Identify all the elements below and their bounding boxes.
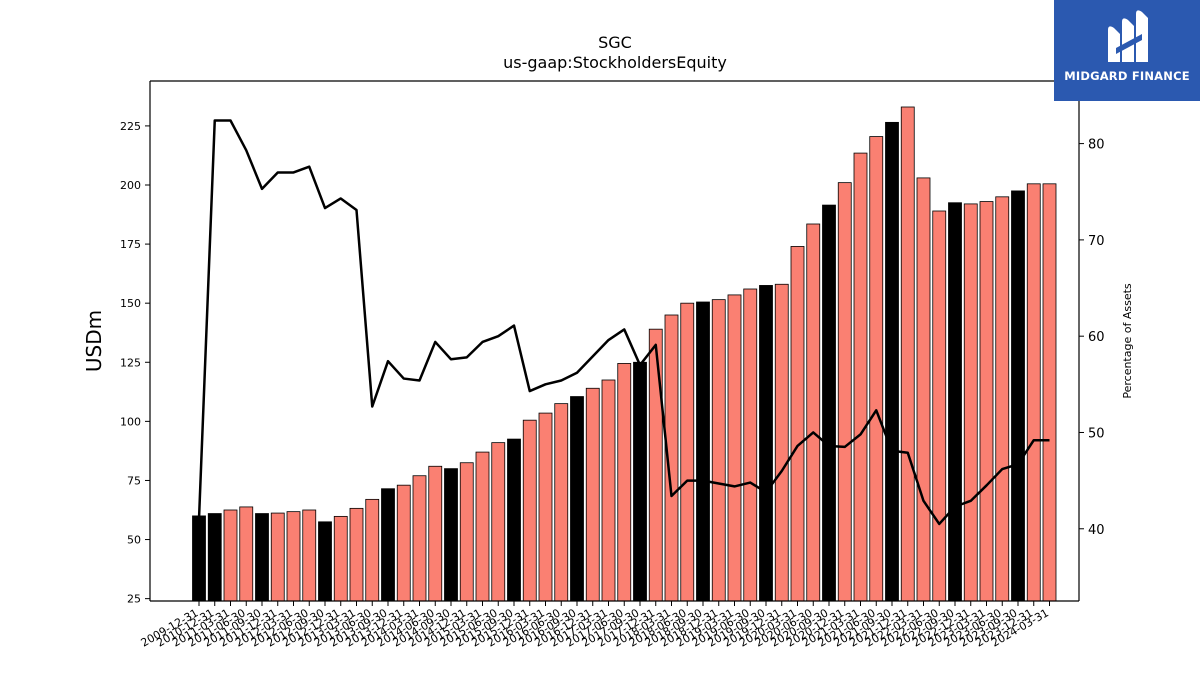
bar-2019-09-30 bbox=[759, 285, 773, 602]
y-tick-label-right: 60 bbox=[1088, 330, 1105, 345]
bar-2012-09-30 bbox=[318, 521, 332, 602]
bar-2018-09-30 bbox=[696, 301, 710, 602]
y-tick-label-left: 25 bbox=[127, 593, 141, 606]
bar-2017-06-30 bbox=[617, 363, 632, 602]
bar-2011-09-30 bbox=[255, 513, 269, 602]
y-tick-label-right: 70 bbox=[1088, 234, 1105, 249]
midgard-logo-icon bbox=[1108, 10, 1148, 62]
bar-2023-06-30 bbox=[995, 196, 1010, 602]
bar-2015-03-31 bbox=[475, 451, 490, 602]
bar-2017-09-30 bbox=[633, 361, 647, 602]
bar-series bbox=[192, 106, 1057, 602]
bar-2021-06-30 bbox=[869, 136, 884, 602]
bar-2020-09-30 bbox=[822, 204, 836, 602]
y-tick-label-left: 200 bbox=[120, 179, 141, 192]
y-tick-label-left: 50 bbox=[127, 534, 141, 547]
bar-2011-06-30 bbox=[239, 506, 254, 602]
bar-2020-12-31 bbox=[837, 182, 852, 602]
bar-2019-03-31 bbox=[727, 294, 742, 602]
bar-2013-06-30 bbox=[365, 498, 380, 602]
bar-2022-09-30 bbox=[948, 202, 962, 602]
axes bbox=[149, 80, 1080, 602]
y-tick-label-right: 40 bbox=[1088, 523, 1105, 538]
bar-2012-12-31 bbox=[333, 515, 348, 602]
brand-logo: MIDGARD FINANCE bbox=[1054, 0, 1200, 101]
bar-2011-12-31 bbox=[270, 512, 285, 602]
bar-2014-09-30 bbox=[444, 468, 458, 602]
percentage-of-assets-line bbox=[197, 119, 1050, 526]
bar-2017-12-31 bbox=[648, 328, 663, 602]
line-series bbox=[197, 119, 1050, 526]
bar-2014-12-31 bbox=[459, 462, 474, 602]
bar-2018-12-31 bbox=[711, 299, 726, 602]
bar-2022-12-31 bbox=[963, 203, 978, 602]
bar-2021-09-30 bbox=[885, 121, 899, 602]
y-tick-label-left: 175 bbox=[120, 238, 141, 251]
bar-2013-12-31 bbox=[396, 484, 411, 602]
bar-2015-12-31 bbox=[522, 419, 537, 602]
bar-2013-09-30 bbox=[381, 488, 395, 602]
bar-2023-12-31 bbox=[1026, 183, 1041, 602]
bar-2015-06-30 bbox=[491, 442, 506, 602]
bar-2022-03-31 bbox=[916, 177, 931, 602]
bar-2020-03-31 bbox=[790, 246, 805, 602]
y-tick-label-right: 80 bbox=[1088, 138, 1105, 153]
y-axis-label-left: USDm bbox=[82, 310, 106, 372]
y-tick-label-left: 225 bbox=[120, 120, 141, 133]
bar-2010-12-31 bbox=[207, 513, 222, 602]
bar-2016-03-31 bbox=[538, 412, 553, 602]
bar-2023-03-31 bbox=[979, 201, 994, 602]
bar-2013-03-31 bbox=[349, 507, 364, 602]
bar-2017-03-31 bbox=[601, 379, 616, 602]
y-tick-label-left: 100 bbox=[120, 415, 141, 428]
y-axis-label-right: Percentage of Assets bbox=[1121, 283, 1134, 399]
bar-2009-12-31 bbox=[192, 515, 206, 602]
y-tick-label-left: 150 bbox=[120, 297, 141, 310]
bar-2015-09-30 bbox=[507, 438, 521, 602]
y-tick-label-left: 125 bbox=[120, 356, 141, 369]
bar-2022-06-30 bbox=[932, 210, 947, 602]
bar-2016-12-31 bbox=[585, 387, 600, 602]
bar-2014-06-30 bbox=[428, 465, 443, 602]
bar-2016-09-30 bbox=[570, 396, 584, 602]
bar-2024-03-31 bbox=[1042, 183, 1057, 602]
chart-title: SGC bbox=[598, 33, 632, 52]
bar-2012-06-30 bbox=[302, 509, 317, 602]
y-tick-label-right: 50 bbox=[1088, 426, 1105, 441]
bar-2019-12-31 bbox=[774, 283, 789, 602]
y-tick-label-left: 75 bbox=[127, 474, 141, 487]
bar-2012-03-31 bbox=[286, 511, 301, 602]
bar-2020-06-30 bbox=[806, 223, 821, 602]
brand-name: MIDGARD FINANCE bbox=[1064, 69, 1190, 83]
chart-subtitle: us-gaap:StockholdersEquity bbox=[503, 53, 727, 72]
bar-2014-03-31 bbox=[412, 475, 427, 602]
bar-2023-09-30 bbox=[1011, 190, 1025, 602]
bar-2018-06-30 bbox=[680, 302, 695, 602]
ticks: 25507510012515017520022540506070802009-1… bbox=[120, 120, 1105, 650]
bar-2016-06-30 bbox=[554, 403, 569, 602]
bar-2021-03-31 bbox=[853, 152, 868, 602]
bar-2021-12-31 bbox=[900, 106, 915, 602]
bar-2019-06-30 bbox=[743, 288, 758, 602]
bar-2011-03-31 bbox=[223, 509, 238, 602]
